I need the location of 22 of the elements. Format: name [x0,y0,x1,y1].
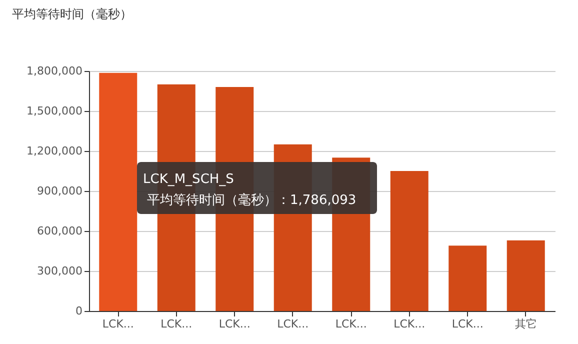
y-tick-label: 300,000 [37,264,82,278]
y-tick-label: 900,000 [37,184,82,198]
y-tick-label: 1,800,000 [26,64,82,78]
bar [448,246,487,311]
annotation: 平均等待时间（毫秒）：1,786,093 [147,192,356,208]
x-tick-label: LCK... [218,318,250,330]
x-tick-label: LCK... [160,318,192,330]
x-tick-label: LCK... [102,318,134,330]
x-tick-label: LCK... [335,318,367,330]
bar [99,72,138,311]
x-tick-label: LCK... [277,318,309,330]
x-tick-label: LCK... [394,318,426,330]
bar [506,240,545,311]
y-tick-label: 1,200,000 [26,144,82,158]
y-tick-label: 1,500,000 [26,104,82,118]
chart-title: 平均等待时间（毫秒） [12,7,132,21]
x-tick-label: LCK... [452,318,484,330]
annotation: LCK_M_SCH_S [143,172,234,187]
y-tick-label: 600,000 [37,224,82,238]
x-tick-label: 其它 [514,318,537,330]
y-tick-label: 0 [76,304,82,318]
bar [390,171,428,311]
